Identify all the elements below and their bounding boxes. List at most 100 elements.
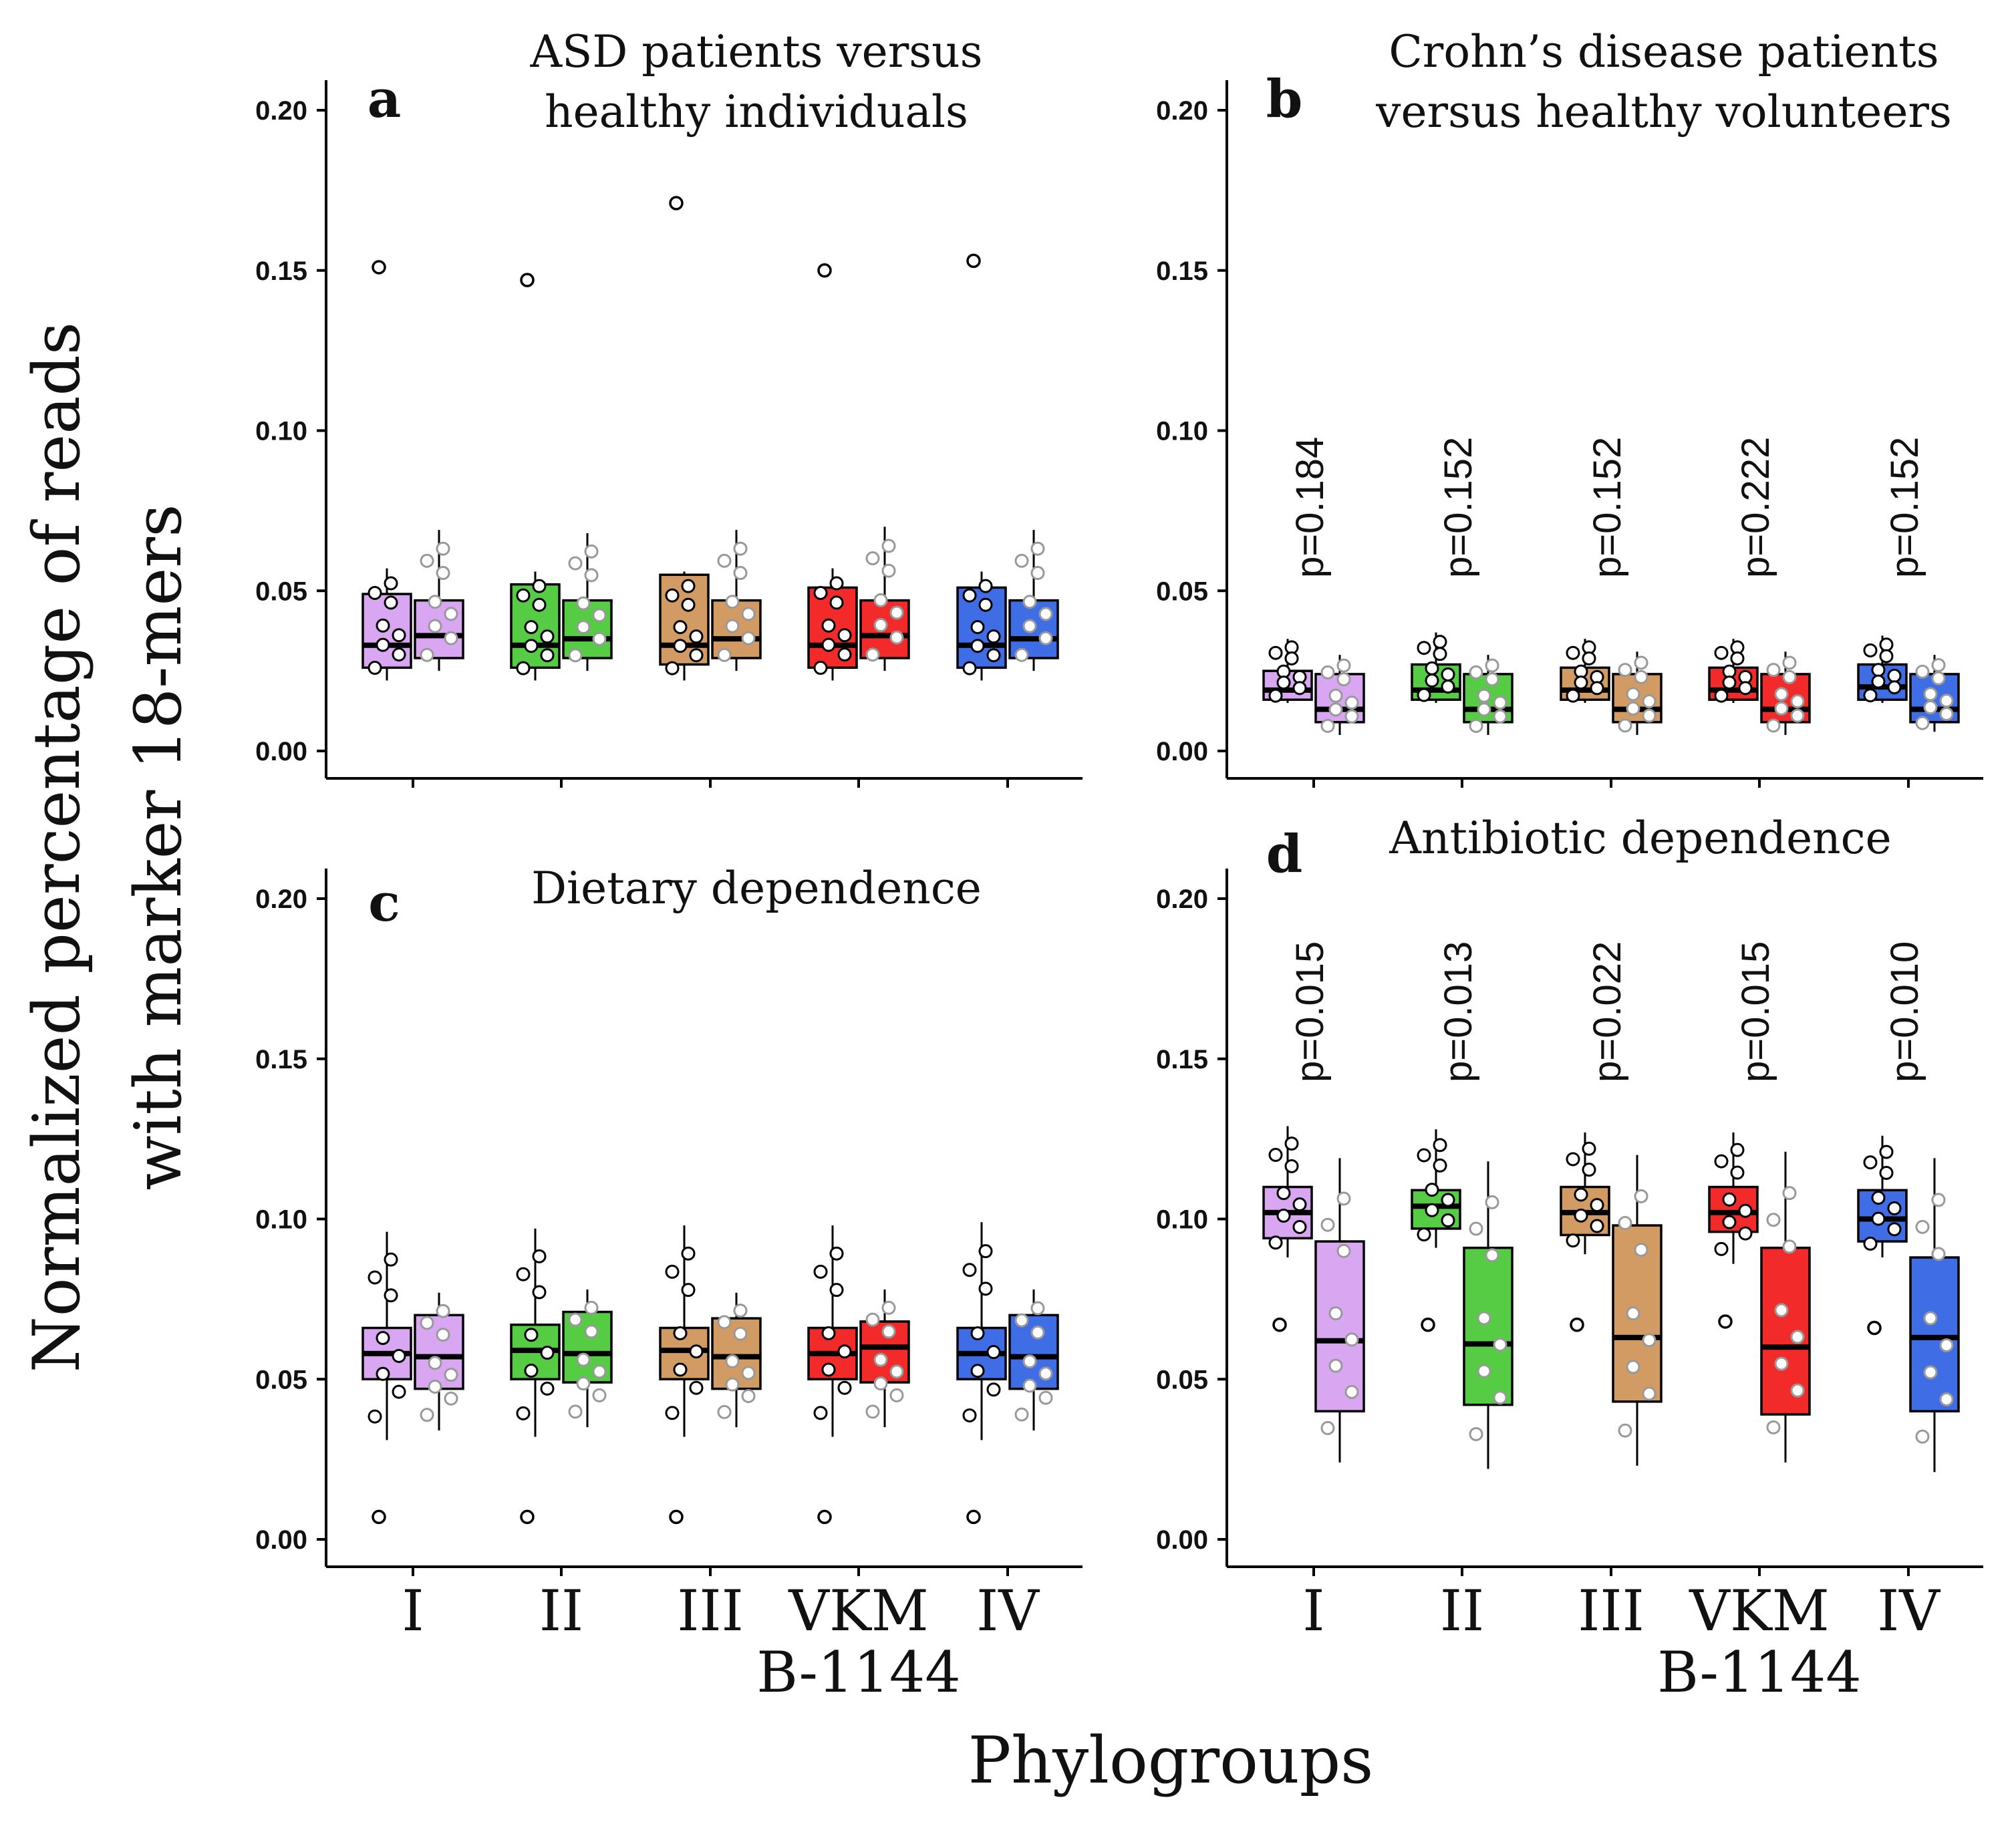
data-point <box>1871 1211 1886 1226</box>
p-value-label: p=0.010 <box>1883 941 1926 1082</box>
data-point <box>592 1388 607 1402</box>
data-point <box>1939 707 1954 722</box>
data-point <box>1336 1243 1351 1258</box>
data-point <box>384 1288 398 1303</box>
box-iii-right <box>1612 1155 1663 1466</box>
data-point <box>1871 674 1886 689</box>
data-point <box>1790 1330 1805 1344</box>
y-tick-label: 0.10 <box>1156 1205 1208 1235</box>
data-point <box>1336 658 1351 673</box>
data-point <box>1722 1192 1737 1207</box>
data-point <box>368 1409 382 1424</box>
data-point <box>1626 1306 1640 1321</box>
data-point <box>1477 1364 1491 1378</box>
data-point <box>1879 1145 1894 1159</box>
box-i-right <box>414 530 464 671</box>
data-point <box>1574 1208 1588 1223</box>
panel-title-line1: ASD patients versus <box>529 26 982 78</box>
data-point <box>1038 631 1053 645</box>
data-point <box>592 1364 607 1379</box>
y-tick-label: 0.10 <box>255 417 307 446</box>
box-i-right <box>1314 1158 1365 1463</box>
outlier-point <box>669 196 684 210</box>
data-point <box>1722 675 1737 690</box>
box-vkm-b-1144-left <box>1708 639 1759 704</box>
outlier-point <box>966 253 981 269</box>
data-point <box>1485 1248 1499 1263</box>
data-point <box>1738 1226 1753 1241</box>
data-point <box>665 588 680 603</box>
data-point <box>1871 1191 1886 1205</box>
box-i-right <box>1314 655 1365 736</box>
data-point <box>592 608 607 623</box>
data-point <box>1626 701 1640 716</box>
data-point <box>576 1352 591 1367</box>
data-point <box>1268 645 1283 660</box>
data-point <box>873 1376 888 1391</box>
box-i-right <box>414 1292 464 1430</box>
outlier-point <box>372 1509 386 1525</box>
box-body <box>1909 1256 1960 1412</box>
data-point <box>829 1246 844 1261</box>
data-point <box>821 618 836 633</box>
data-point <box>568 1312 583 1327</box>
data-point <box>384 595 398 610</box>
data-point <box>1030 541 1045 556</box>
data-point <box>1774 1356 1789 1371</box>
data-point <box>881 539 896 553</box>
data-point <box>384 1252 398 1267</box>
data-point <box>1268 1235 1283 1250</box>
data-point <box>725 595 740 609</box>
data-point <box>376 618 390 633</box>
box-iii-left <box>1560 639 1610 704</box>
data-point <box>741 1389 756 1404</box>
data-point <box>1642 1386 1657 1401</box>
data-point <box>1790 1383 1805 1398</box>
data-point <box>1344 696 1359 710</box>
data-point <box>970 1326 985 1341</box>
data-point <box>1634 1243 1648 1257</box>
data-point <box>1863 643 1878 657</box>
data-point <box>428 1379 442 1394</box>
x-tick-labels-right: I II III VKM IVB-1144 <box>1302 1578 1940 1705</box>
box-vkm-b-1144-right <box>1760 651 1811 736</box>
data-point <box>733 566 748 581</box>
data-point <box>1887 1201 1902 1215</box>
data-point <box>1493 1390 1507 1405</box>
data-point <box>532 1285 547 1300</box>
y-tick-label: 0.20 <box>255 96 307 126</box>
data-point <box>1433 1138 1447 1153</box>
data-point <box>881 1300 896 1315</box>
data-point <box>978 1281 993 1296</box>
data-point <box>436 566 450 581</box>
data-point <box>1863 1155 1878 1170</box>
y-axis-label-line1: Normalized percentage of reads <box>19 322 94 1372</box>
box-vkm-b-1144-right <box>1760 1151 1811 1463</box>
data-point <box>1030 1301 1045 1316</box>
data-point <box>717 553 732 568</box>
box-iv-left <box>956 253 1007 681</box>
x-tick-label: IV <box>1877 1578 1940 1644</box>
box-body <box>1463 1246 1514 1406</box>
data-point <box>1939 694 1954 708</box>
data-point <box>1344 709 1359 724</box>
data-point <box>673 620 688 635</box>
data-point <box>1590 1219 1604 1233</box>
data-point <box>420 647 434 662</box>
data-point <box>524 1364 539 1378</box>
data-point <box>420 1408 434 1422</box>
data-point <box>962 1263 977 1277</box>
data-point <box>889 1364 904 1379</box>
outlier-point <box>966 1509 981 1525</box>
x-tick-label: IV <box>976 1578 1040 1644</box>
data-point <box>1433 1158 1447 1173</box>
data-point <box>1292 681 1307 696</box>
data-point <box>1618 663 1632 677</box>
box-vkm-b-1144-left <box>807 1225 858 1525</box>
x-tick-label: VKM <box>1689 1578 1829 1644</box>
panel-title-line2: versus healthy volunteers <box>1375 86 1952 138</box>
p-value-label: p=0.152 <box>1586 437 1629 578</box>
box-ii-right <box>562 532 613 671</box>
data-point <box>889 1388 904 1402</box>
data-point <box>1469 1221 1483 1236</box>
